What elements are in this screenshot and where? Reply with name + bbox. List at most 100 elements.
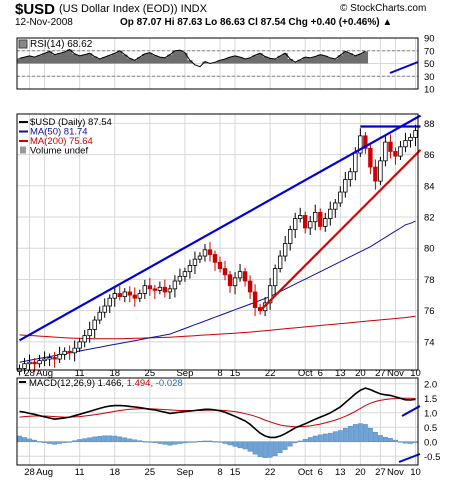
macd-histogram-bar <box>62 441 68 443</box>
candle-body <box>388 141 393 152</box>
x-axis-label: 20 <box>355 368 366 379</box>
macd-histogram-bar <box>337 430 343 442</box>
x-axis-label: Aug <box>36 368 53 379</box>
x-axis-label: 8 <box>217 467 222 478</box>
rsi-panel-frame <box>16 37 419 90</box>
candle-body <box>413 130 418 138</box>
candle-body <box>303 215 308 229</box>
candle-body <box>37 360 42 365</box>
macd-trendline-upper <box>401 405 421 417</box>
candle-body <box>62 350 67 355</box>
rsi-series-line <box>19 48 366 68</box>
candle-body <box>202 249 208 257</box>
macd-histogram-bar <box>362 424 368 442</box>
candle-body <box>282 243 288 257</box>
candle-body <box>47 357 52 360</box>
candle-body <box>267 285 273 304</box>
macd-histogram-bar <box>137 440 143 443</box>
macd-histogram-bar <box>277 441 283 454</box>
macd-histogram-bar <box>332 431 338 442</box>
macd-histogram-bar <box>67 441 73 443</box>
macd-histogram-bar <box>172 441 178 445</box>
candle-body <box>272 268 278 287</box>
macd-axis-tick-label: 0.5 <box>424 423 437 434</box>
macd-line <box>19 387 416 439</box>
price-legend-item: $USD (Daily) 87.54 <box>30 117 112 128</box>
candle-body <box>308 221 313 229</box>
candle-body <box>117 293 122 298</box>
candle-body <box>102 305 107 313</box>
macd-histogram-bar <box>378 435 383 443</box>
x-axis-label: 28 <box>24 467 35 478</box>
macd-histogram-bar <box>262 441 268 458</box>
macd-histogram-bar <box>147 441 153 443</box>
candle-body <box>52 357 57 360</box>
macd-histogram-bar <box>227 441 233 446</box>
macd-axis-tick-label: 0.0 <box>424 437 437 448</box>
macd-histogram-bar <box>217 441 223 443</box>
rsi-axis-tick-label: 10 <box>424 85 435 96</box>
macd-histogram-bar <box>297 440 303 442</box>
candle-body <box>172 280 178 290</box>
candle-body <box>147 285 153 290</box>
rsi-fill-area <box>16 49 369 64</box>
x-axis-label: Nov <box>387 467 404 478</box>
candle-body <box>292 218 298 230</box>
candle-body <box>277 255 283 269</box>
candle-body <box>212 254 218 263</box>
price-axis-tick-label: 82 <box>424 213 435 224</box>
candle-body <box>403 140 408 148</box>
candle-body <box>77 341 82 349</box>
x-axis-label: 13 <box>335 368 346 379</box>
macd-histogram-bar <box>357 423 363 442</box>
candle-body <box>67 350 72 354</box>
x-axis-label: 22 <box>265 368 276 379</box>
x-axis-label: Sep <box>176 467 193 478</box>
macd-histogram-bar <box>57 441 63 444</box>
candle-body <box>222 268 228 276</box>
macd-histogram-bar <box>237 441 243 449</box>
macd-histogram-bar <box>107 435 113 442</box>
macd-histogram-bar <box>82 438 88 442</box>
candle-body <box>252 291 258 308</box>
candle-body <box>137 293 143 299</box>
candle-body <box>398 146 403 157</box>
price-axis-tick-label: 78 <box>424 275 435 286</box>
macd-histogram-bar <box>287 441 293 447</box>
macd-histogram-bar <box>393 439 398 442</box>
macd-histogram-bar <box>342 427 348 443</box>
ma50-line <box>19 220 416 363</box>
candle-body <box>343 179 348 193</box>
x-axis-label: Oct <box>298 368 313 379</box>
macd-axis-tick-label: 1.5 <box>424 394 437 405</box>
macd-histogram-bar <box>42 441 47 443</box>
x-axis-label: 11 <box>75 467 85 478</box>
candle-body <box>182 271 188 277</box>
candle-body <box>348 171 353 180</box>
candle-body <box>72 347 77 354</box>
candle-body <box>42 358 47 362</box>
macd-histogram-bar <box>322 433 328 443</box>
candle-body <box>112 293 117 299</box>
macd-histogram-bar <box>247 441 253 452</box>
macd-histogram-bar <box>282 441 288 450</box>
rsi-trendline <box>389 61 419 74</box>
macd-axis-tick-label: 2.0 <box>424 379 437 390</box>
rsi-legend-swatch <box>18 39 28 49</box>
rsi-axis-tick-label: 30 <box>424 72 435 83</box>
price-axis-tick-label: 80 <box>424 244 435 255</box>
macd-histogram-bar <box>152 441 158 443</box>
candle-body <box>187 265 193 273</box>
rsi-legend: RSI(14) 68.62 <box>30 39 93 50</box>
price-legend-swatch <box>20 146 26 154</box>
candle-body <box>227 274 233 287</box>
x-axis-label: 6 <box>318 368 323 379</box>
site-credit: © StockCharts.com <box>340 3 427 14</box>
macd-histogram-bar <box>232 441 238 447</box>
macd-histogram-bar <box>352 424 358 442</box>
x-axis-label: 15 <box>230 467 241 478</box>
macd-legend-part: 1.494, <box>124 378 153 389</box>
trendline-upper-channel <box>18 114 422 342</box>
macd-panel-frame <box>16 377 419 466</box>
candle-body <box>333 202 338 210</box>
